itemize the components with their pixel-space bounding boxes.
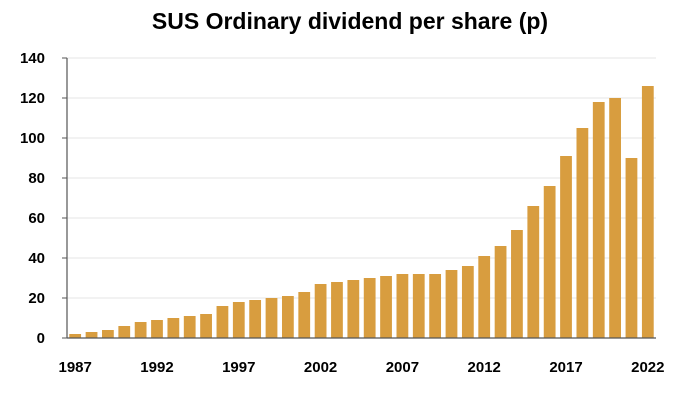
bar-1991 xyxy=(134,322,147,338)
bar-2009 xyxy=(429,274,442,338)
y-tick-labels: 0 20 40 60 80 100 120 140 xyxy=(20,50,45,347)
bar-2015 xyxy=(527,206,540,338)
bar-2022 xyxy=(641,86,654,338)
bar-1993 xyxy=(167,318,180,338)
bar-2010 xyxy=(445,270,458,338)
bar-1990 xyxy=(118,326,131,338)
x-tick-label-1987: 1987 xyxy=(58,359,91,376)
bar-2005 xyxy=(363,278,376,338)
bar-2003 xyxy=(331,282,343,338)
axes xyxy=(62,57,656,339)
bar-2019 xyxy=(592,102,605,338)
bar-2007 xyxy=(396,274,409,338)
y-tick-label-60: 60 xyxy=(28,210,45,227)
gridlines xyxy=(67,57,656,299)
x-tick-label-2022: 2022 xyxy=(631,359,664,376)
bar-2018 xyxy=(576,128,589,338)
bar-1992 xyxy=(151,320,163,338)
bar-2016 xyxy=(543,186,556,338)
x-tick-label-2002: 2002 xyxy=(304,359,337,376)
bar-1996 xyxy=(216,306,229,338)
x-tick-label-1997: 1997 xyxy=(222,359,255,376)
bar-2012 xyxy=(478,256,491,338)
chart-title: SUS Ordinary dividend per share (p) xyxy=(151,8,549,34)
x-tick-label-1992: 1992 xyxy=(140,359,173,376)
bar-2011 xyxy=(461,266,474,338)
x-tick-labels: 1987 1992 1997 2002 2007 2012 2017 2022 xyxy=(58,359,664,376)
bar-2008 xyxy=(412,274,425,338)
x-tick-label-2007: 2007 xyxy=(386,359,419,376)
y-tick-label-0: 0 xyxy=(37,330,45,347)
bar-2020 xyxy=(609,98,621,338)
bar-2006 xyxy=(380,276,392,338)
bar-2014 xyxy=(511,230,523,338)
bar-1988 xyxy=(85,332,98,338)
y-tick-label-40: 40 xyxy=(28,250,45,267)
bar-1999 xyxy=(265,298,278,338)
bar-2013 xyxy=(494,246,507,338)
y-tick-label-80: 80 xyxy=(28,170,45,187)
bar-1987 xyxy=(69,334,82,338)
bar-2004 xyxy=(347,280,360,338)
bar-1995 xyxy=(200,314,212,338)
y-tick-label-100: 100 xyxy=(20,130,45,147)
bar-2017 xyxy=(560,156,572,338)
bar-1998 xyxy=(249,300,262,338)
y-tick-label-120: 120 xyxy=(20,90,45,107)
bar-2000 xyxy=(281,296,294,338)
bar-1994 xyxy=(183,316,196,338)
bar-1989 xyxy=(102,330,114,338)
bar-2001 xyxy=(298,292,311,338)
bar-series xyxy=(69,86,654,338)
y-tick-label-20: 20 xyxy=(28,290,45,307)
x-tick-label-2012: 2012 xyxy=(468,359,501,376)
bar-2002 xyxy=(314,284,327,338)
bar-2021 xyxy=(625,158,638,338)
x-tick-label-2017: 2017 xyxy=(549,359,582,376)
y-tick-label-140: 140 xyxy=(20,50,45,67)
bar-1997 xyxy=(232,302,245,338)
